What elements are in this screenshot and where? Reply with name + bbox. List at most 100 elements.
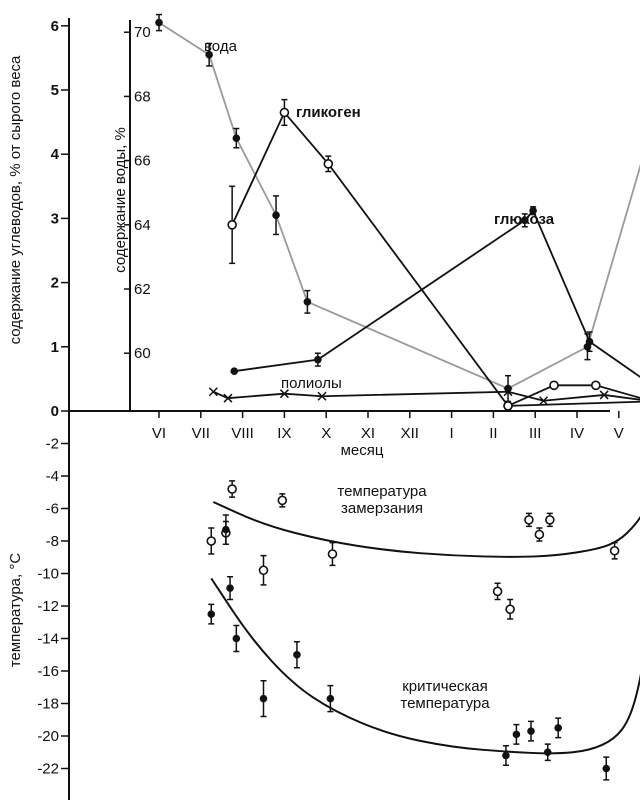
carbohydrate-y-axis-label: содержание углеводов, % от сырого веса [7,55,24,344]
data-point [207,610,216,618]
left-y-tick-label: 2 [51,275,59,292]
month-tick-label: VIII [231,425,254,442]
temperature-y-tick-label: -2 [46,436,59,453]
month-tick-label: IV [570,425,584,442]
data-point [524,515,534,525]
glycogen-series-label: гликоген [296,104,361,121]
lower-panel: -2 -4 -6 -8 -10 -12 -14 -16 -18 -20 -22 температур… [7,436,640,781]
temperature-y-tick-label: -10 [37,566,59,583]
water-y-axis-label: содержание воды, % [112,127,129,273]
data-point [512,730,521,739]
data-point [545,515,555,525]
fit-curve [210,577,640,755]
temperature-y-tick-label: -4 [46,468,59,485]
data-point [279,107,290,118]
data-point [503,387,513,397]
left-y-tick-label: 5 [51,82,59,99]
data-point [272,211,280,219]
data-point [223,393,233,403]
data-point [222,525,230,534]
data-point [585,337,594,346]
cross-stroke [279,389,289,399]
data-point [314,355,322,364]
series-line [158,21,640,390]
month-tick-label: XI [361,425,375,442]
data-point [226,584,234,592]
data-point [232,634,241,643]
water-y-ticks: 70 68 66 64 62 60 [124,24,151,362]
data-point [549,380,559,391]
data-point [502,751,510,760]
data-point [293,650,301,659]
temperature-y-tick-label: -6 [46,501,59,518]
left-y-tick-label: 4 [51,146,60,163]
data-point [602,764,611,773]
carbohydrate-y-ticks: 6 5 4 3 2 1 0 [51,18,69,420]
water-series-label: вода [204,38,238,55]
series-полиолы [208,387,640,406]
temperature-y-tick-label: -8 [46,533,59,550]
data-point [317,391,327,401]
month-tick-label: V [614,425,624,442]
month-tick-label: I [450,425,454,442]
data-point [505,604,515,615]
data-point [277,495,288,506]
cross-stroke [208,387,218,397]
data-point [206,536,217,546]
cross-stroke [503,387,513,397]
series-line [234,209,640,378]
upper-axes [68,18,610,800]
temperature-y-tick-label: -12 [37,598,59,615]
left-y-tick-label: 1 [51,339,59,356]
data-point [227,484,237,494]
lower-series [206,480,640,781]
freezing-label-line1: температура [337,483,427,500]
data-point [259,694,268,703]
left-y-tick-label: 6 [51,18,59,35]
temperature-y-tick-label: -22 [37,761,59,778]
water-y-tick-label: 62 [134,281,151,298]
month-tick-label: II [489,425,497,442]
month-tick-label: IX [277,425,291,442]
data-point [527,727,535,735]
data-point [492,586,503,597]
data-point [503,401,513,411]
series-line [212,390,640,402]
polyols-series-label: полиолы [281,375,342,392]
data-point [326,694,335,703]
data-point [520,216,529,225]
temperature-y-tick-label: -16 [37,663,59,680]
critical-temperature-series [207,514,640,781]
month-tick-label: III [529,425,542,442]
month-tick-label: X [321,425,331,442]
data-point [208,387,218,397]
month-x-axis-label: месяц [341,442,384,459]
series-line [231,110,640,407]
temperature-y-tick-label: -14 [37,631,59,648]
temperature-y-ticks: -2 -4 -6 -8 -10 -12 -14 -16 -18 -20 -22 [37,436,69,778]
cross-stroke [599,390,609,400]
series-overflow [503,380,640,411]
month-x-ticks: VI VII VIII IX X XI XII I II III IV V [152,411,624,442]
water-y-tick-label: 60 [134,345,151,362]
data-point [258,565,269,576]
data-point [205,50,213,59]
data-point [327,549,338,559]
upper-series [155,13,640,411]
data-point [279,389,289,399]
month-tick-label: VI [152,425,166,442]
cross-stroke [317,391,327,401]
data-point [323,159,334,169]
temperature-y-tick-label: -18 [37,696,59,713]
critical-label-line1: критическая [402,678,488,695]
data-point [591,380,601,391]
data-point [303,298,312,306]
data-point [599,390,609,400]
data-point [543,748,552,757]
month-tick-label: VII [192,425,210,442]
data-point [155,18,163,27]
temperature-y-tick-label: -20 [37,728,59,745]
month-tick-label: XII [401,425,419,442]
